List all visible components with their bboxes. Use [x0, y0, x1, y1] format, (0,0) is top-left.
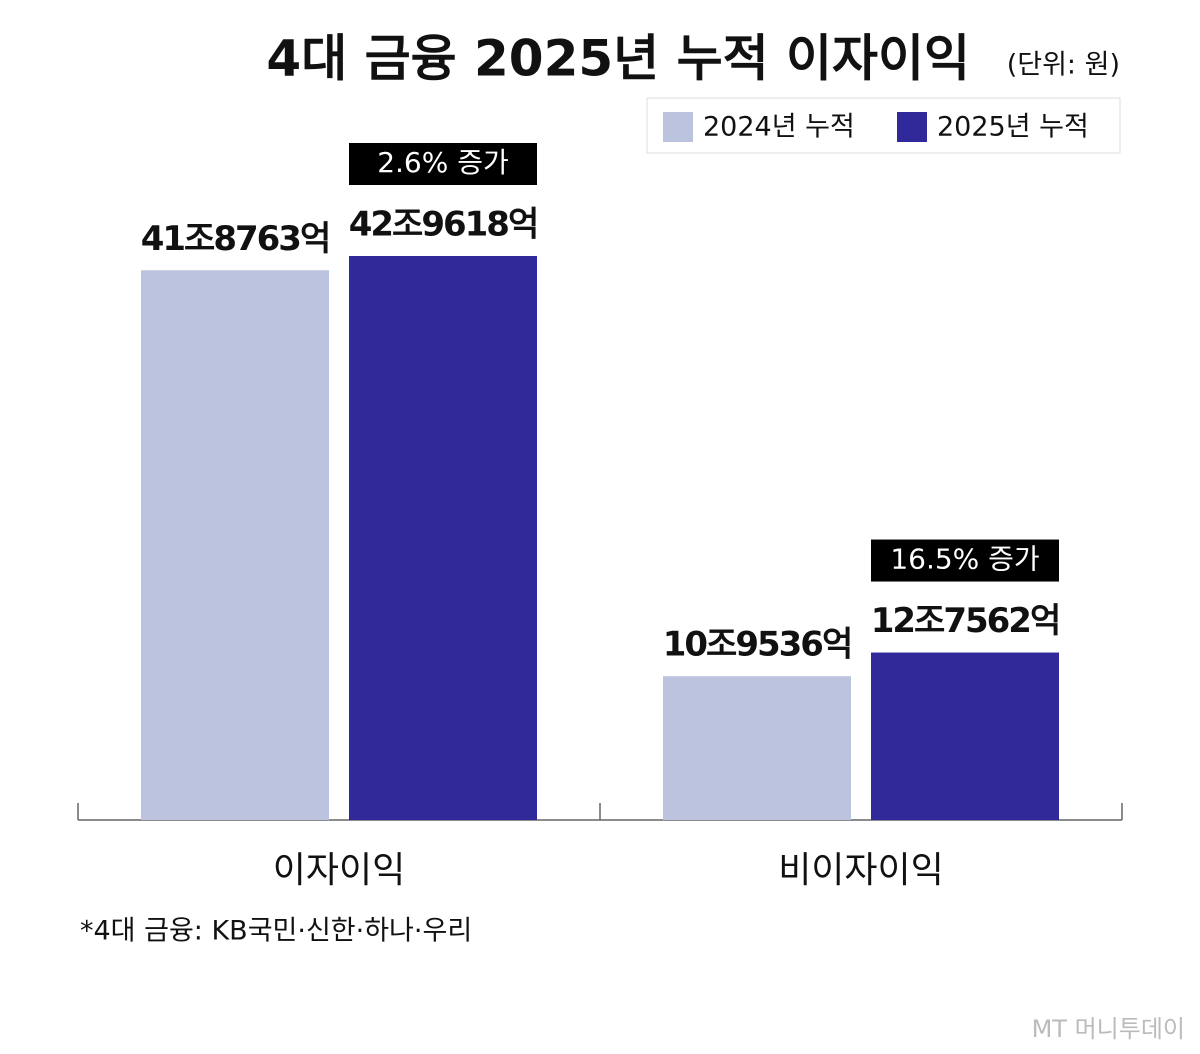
bar	[871, 652, 1059, 820]
legend-swatch	[663, 112, 693, 142]
annotation-box	[871, 539, 1059, 582]
source: MT 머니투데이	[1032, 1015, 1185, 1043]
value-label: 42조9618억	[349, 205, 538, 245]
bar	[141, 270, 329, 820]
value-label: 10조9536억	[663, 625, 852, 665]
footnote: *4대 금융: KB국민·신한·하나·우리	[80, 916, 472, 947]
chart-title: 4대 금융 2025년 누적 이자이익	[266, 30, 970, 88]
annotation: 2.6% 증가	[377, 146, 509, 179]
annotation-box	[349, 143, 537, 185]
annotation: 16.5% 증가	[890, 543, 1039, 576]
bar	[349, 256, 537, 820]
legend-label: 2025년 누적	[937, 112, 1089, 143]
chart-subtitle: (단위: 원)	[1007, 50, 1120, 81]
value-label: 41조8763억	[141, 219, 330, 259]
value-label: 12조7562억	[871, 601, 1060, 641]
x-tick-label: 비이자이익	[778, 850, 944, 891]
legend-label: 2024년 누적	[703, 112, 855, 143]
bar	[663, 676, 851, 820]
x-tick-label: 이자이익	[273, 850, 405, 891]
legend-swatch	[897, 112, 927, 142]
legend-box	[646, 97, 1121, 154]
